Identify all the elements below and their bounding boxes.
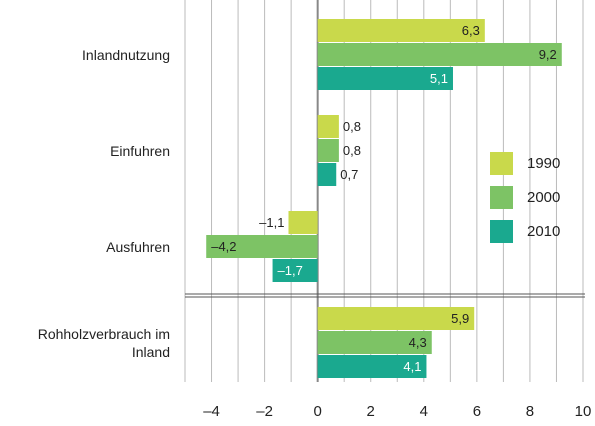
value-label: 9,2 <box>539 47 557 62</box>
bar <box>317 67 453 90</box>
bar <box>272 259 318 282</box>
bar <box>317 19 485 42</box>
bar <box>317 331 432 354</box>
x-tick-label: 8 <box>526 403 534 420</box>
legend-swatch <box>490 152 513 175</box>
bar <box>206 235 318 258</box>
bar <box>317 43 562 66</box>
value-label: 4,1 <box>403 359 421 374</box>
bar <box>317 355 427 378</box>
x-tick-label: –4 <box>203 403 220 420</box>
value-label: 5,1 <box>430 71 448 86</box>
x-tick-label: 2 <box>367 403 375 420</box>
value-label: –1,1 <box>259 215 284 230</box>
value-label: 0,8 <box>343 143 361 158</box>
bar <box>288 211 318 234</box>
legend-swatch <box>490 186 513 209</box>
category-label: Ausfuhren <box>106 238 170 255</box>
value-label: –4,2 <box>211 239 236 254</box>
bar <box>317 139 339 162</box>
value-label: 0,7 <box>340 167 358 182</box>
value-label: 0,8 <box>343 119 361 134</box>
value-label: 4,3 <box>409 335 427 350</box>
category-label: Rohholzverbrauch im Inland <box>37 325 170 360</box>
value-label: 6,3 <box>462 23 480 38</box>
x-tick-label: –2 <box>256 403 273 420</box>
legend-label: 2000 <box>527 189 560 206</box>
legend-swatch <box>490 220 513 243</box>
bar <box>317 163 337 186</box>
value-label: –1,7 <box>278 263 303 278</box>
category-label: Inlandnutzung <box>82 46 170 63</box>
x-tick-label: 4 <box>420 403 428 420</box>
legend-label: 1990 <box>527 155 560 172</box>
legend-label: 2010 <box>527 223 560 240</box>
category-label: Einfuhren <box>110 142 170 159</box>
x-tick-label: 6 <box>473 403 481 420</box>
x-tick-label: 10 <box>575 403 592 420</box>
value-label: 5,9 <box>451 311 469 326</box>
x-tick-label: 0 <box>313 403 321 420</box>
bar <box>317 115 339 138</box>
bar <box>317 307 475 330</box>
